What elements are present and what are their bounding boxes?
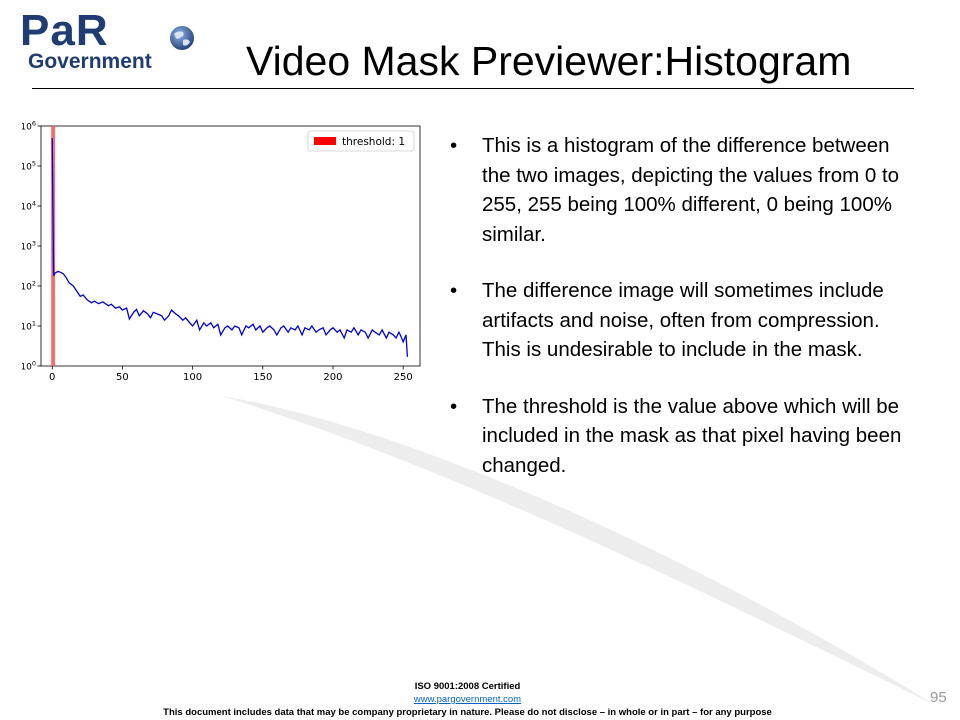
bullet-text: The difference image will sometimes incl… [482,279,884,361]
bullet-item: • This is a histogram of the difference … [450,131,920,249]
y-tick-label: 104 [22,200,36,213]
plot-frame [40,125,421,367]
x-tick-label: 250 [394,372,413,383]
x-tick-label: 150 [253,372,272,383]
website-link[interactable]: www.pargovernment.com [413,694,522,705]
x-tick-label: 200 [323,372,342,383]
histogram-line [51,137,409,357]
x-tick-label: 50 [116,372,129,383]
legend-swatch [314,137,336,145]
y-tick-label: 105 [22,160,36,173]
y-tick-label: 106 [22,120,36,133]
slide-title: Video Mask Previewer:Histogram [246,38,852,84]
company-logo: PaR Government [20,6,200,76]
logo-wordmark: PaR [20,6,109,55]
y-tick-label: 102 [22,280,36,293]
bullet-text: This is a histogram of the difference be… [482,134,900,246]
x-tick-label: 100 [183,372,202,383]
bullet-marker: • [450,394,458,418]
page-number: 95 [930,689,947,706]
footer: ISO 9001:2008 Certified www.pargovernmen… [0,680,935,719]
iso-certification: ISO 9001:2008 Certified [414,681,521,692]
disclaimer: This document includes data that may be … [163,707,772,718]
x-tick-label: 0 [49,372,55,383]
bullet-list: • This is a histogram of the difference … [450,131,920,507]
legend-label: threshold: 1 [342,136,405,148]
legend-box [307,130,415,152]
y-tick-label: 103 [22,240,36,253]
bullet-item: • The difference image will sometimes in… [450,276,920,365]
bullet-text: The threshold is the value above which w… [482,394,902,477]
bullet-marker: • [450,279,458,302]
bullet-item: • The threshold is the value above which… [450,392,920,481]
bullet-marker: • [450,134,458,157]
y-tick-label: 101 [22,320,36,333]
globe-icon [170,26,194,50]
y-tick-label: 100 [22,360,36,373]
logo-subtitle: Government [28,50,152,73]
histogram-chart: 0 50 100 150 200 250 100 101 102 103 104 105 106 thre… [22,120,421,383]
title-divider [32,88,914,89]
